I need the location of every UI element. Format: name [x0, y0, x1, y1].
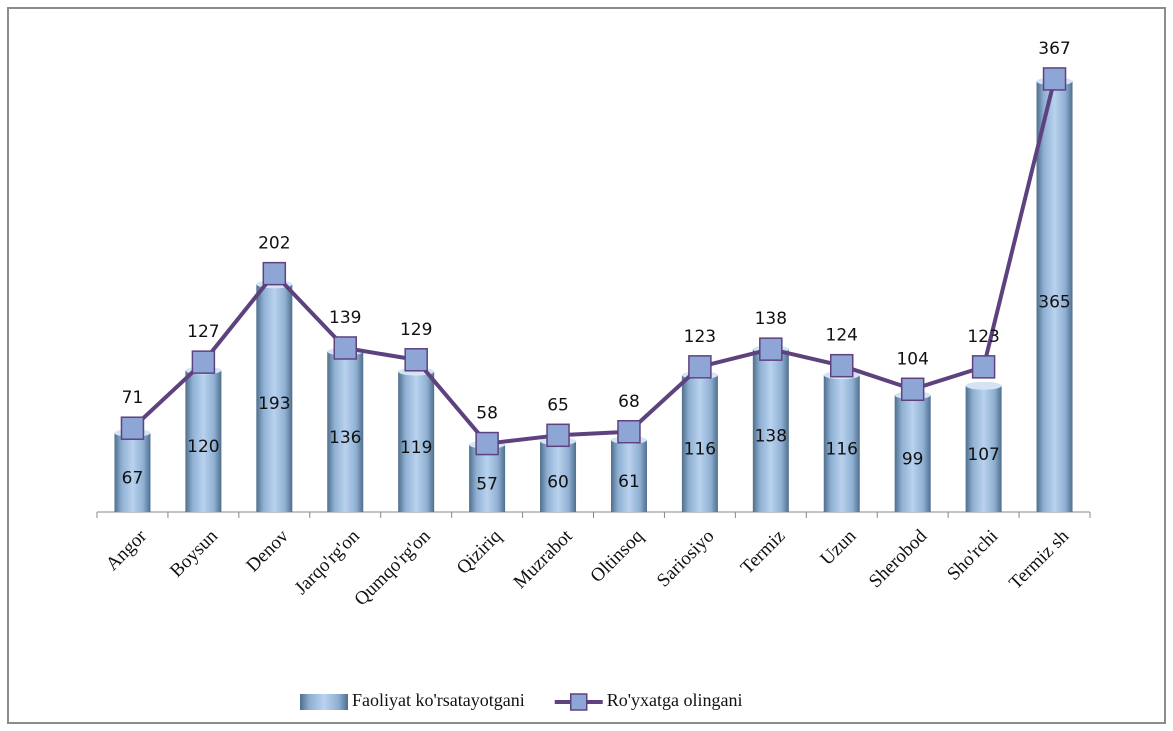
bar: [185, 370, 222, 512]
line-value-label: 68: [618, 392, 640, 412]
line-value-label: 138: [755, 309, 787, 329]
line-value-label: 71: [122, 388, 144, 408]
bar: [894, 395, 931, 512]
line-marker: [191, 350, 216, 374]
bar: [610, 440, 647, 512]
legend-label: Faoliyat ko'rsatayotgani: [352, 690, 525, 710]
line-value-label: 123: [684, 327, 716, 347]
bar-value-label: 61: [618, 472, 640, 492]
bar-value-label: 136: [329, 428, 361, 448]
bar-value-label: 138: [755, 427, 787, 447]
line-marker: [900, 377, 925, 402]
bar: [469, 444, 506, 512]
bar-value-label: 116: [684, 440, 716, 460]
line-value-label: 104: [896, 349, 928, 369]
bar-value-label: 120: [187, 437, 219, 457]
bar-value-label: 365: [1038, 293, 1070, 313]
line-marker: [759, 337, 783, 361]
line-value-label: 65: [547, 395, 569, 415]
line-marker: [120, 416, 145, 440]
line-marker: [475, 431, 499, 456]
bar-value-label: 107: [967, 445, 999, 465]
line-value-label: 367: [1038, 39, 1070, 59]
legend-label: Ro'yxatga olingani: [607, 690, 743, 710]
bar: [823, 375, 860, 512]
line: [131, 78, 1057, 446]
line-marker: [546, 423, 570, 448]
line-marker: [617, 420, 641, 444]
line-marker: [971, 355, 996, 379]
line-value-label: 58: [476, 404, 498, 424]
bar: [681, 375, 718, 512]
bar-value-label: 99: [902, 450, 924, 470]
line-marker: [1042, 67, 1067, 91]
bar: [965, 385, 1002, 512]
line-marker: [404, 348, 428, 372]
bar: [752, 349, 789, 512]
bar: [114, 432, 151, 512]
bar: [1036, 81, 1073, 513]
line-marker: [262, 261, 287, 286]
legend: Faoliyat ko'rsatayotgani Ro'yxatga olinga…: [300, 690, 743, 711]
legend-swatch: [300, 694, 348, 710]
line-marker: [830, 353, 854, 378]
line-value-label: 129: [400, 320, 432, 340]
bar: [398, 371, 435, 512]
bar: [256, 284, 293, 512]
line-value-label: 124: [826, 326, 858, 346]
line-value-label: 202: [258, 234, 290, 254]
line-marker: [333, 336, 357, 360]
bar-cap: [965, 381, 1002, 390]
line-value-label: 123: [967, 327, 999, 347]
bar-value-label: 116: [826, 440, 858, 460]
bar: [327, 351, 364, 512]
legend-marker: [569, 693, 588, 711]
line-value-label: 139: [329, 308, 361, 328]
line-value-label: 127: [187, 322, 219, 342]
bar-value-label: 119: [400, 438, 432, 458]
bar-value-label: 67: [122, 468, 144, 488]
bar-value-label: 193: [258, 394, 290, 414]
bar-value-label: 60: [547, 473, 569, 493]
bar: [540, 441, 577, 512]
bar-value-label: 57: [476, 474, 498, 494]
line-marker: [688, 355, 712, 379]
